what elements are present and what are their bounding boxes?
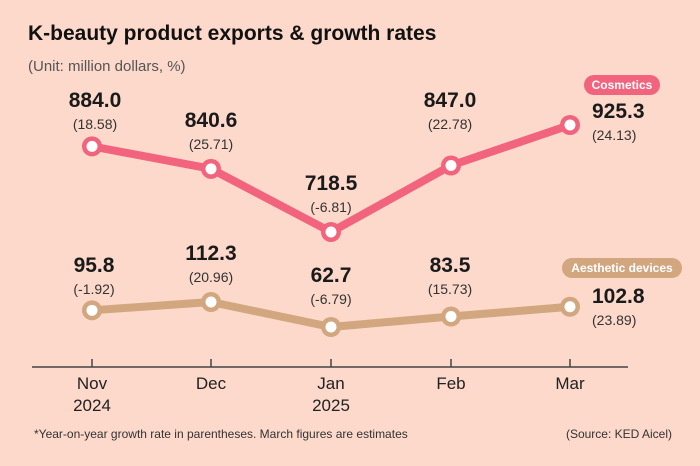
chart-title: K-beauty product exports & growth rates [28, 22, 437, 45]
data-value-label: 840.6 [185, 109, 238, 132]
footnote: *Year-on-year growth rate in parentheses… [34, 427, 408, 441]
x-tick-label-month: Nov [77, 374, 108, 393]
chart-unit-subtitle: (Unit: million dollars, %) [28, 58, 186, 75]
data-point-inner [325, 226, 337, 238]
growth-rate-label: (-6.79) [310, 291, 351, 307]
data-value-label: 95.8 [74, 254, 115, 277]
data-value-label: 62.7 [311, 264, 352, 287]
legend-label-cosmetics: Cosmetics [592, 78, 653, 92]
growth-rate-label: (23.89) [592, 312, 636, 328]
growth-rate-label: (15.73) [428, 281, 472, 297]
growth-rate-label: (20.96) [189, 269, 233, 285]
data-point-inner [445, 160, 457, 172]
x-tick-label-year: 2024 [73, 396, 111, 415]
data-point-inner [564, 301, 576, 313]
x-tick-label-month: Mar [555, 374, 585, 393]
data-value-label: 83.5 [430, 254, 471, 277]
x-tick-label-year: 2025 [312, 396, 350, 415]
data-point-inner [564, 119, 576, 131]
x-tick-label-month: Dec [196, 374, 227, 393]
growth-rate-label: (-6.81) [310, 199, 351, 215]
data-point-inner [86, 140, 98, 152]
data-value-label: 718.5 [305, 172, 358, 195]
x-tick-label-month: Feb [436, 374, 465, 393]
growth-rate-label: (22.78) [428, 116, 472, 132]
growth-rate-label: (25.71) [189, 136, 233, 152]
data-point-inner [205, 163, 217, 175]
data-point-inner [205, 296, 217, 308]
legend-label-aesthetic-devices: Aesthetic devices [571, 261, 673, 275]
source-note: (Source: KED Aicel) [565, 427, 672, 441]
legend-pill-cosmetics [584, 75, 660, 95]
data-value-label: 925.3 [592, 100, 645, 123]
growth-rate-label: (24.13) [592, 127, 636, 143]
data-value-label: 102.8 [592, 285, 645, 308]
growth-rate-label: (18.58) [73, 116, 117, 132]
data-value-label: 884.0 [69, 89, 122, 112]
growth-rate-label: (-1.92) [73, 281, 114, 297]
data-value-label: 112.3 [185, 242, 236, 265]
data-point-inner [86, 304, 98, 316]
data-value-label: 847.0 [424, 89, 477, 112]
data-point-inner [445, 311, 457, 323]
legend-pill-aesthetic-devices [562, 258, 682, 278]
data-point-inner [325, 321, 337, 333]
x-tick-label-month: Jan [317, 374, 344, 393]
